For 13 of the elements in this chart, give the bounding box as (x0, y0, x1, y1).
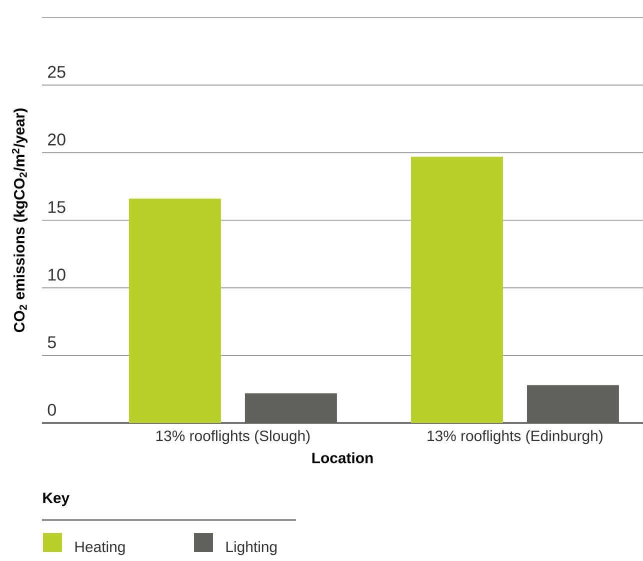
x-tick-label: 13% rooflights (Slough) (156, 430, 310, 444)
legend-label: Lighting (226, 541, 277, 556)
y-tick-label: 15 (48, 201, 66, 214)
x-tick-label: 13% rooflights (Edinburgh) (428, 430, 602, 444)
y-tick-label: 10 (48, 268, 66, 281)
y-tick-label: 20 (48, 133, 66, 146)
x-axis-title: Location (312, 452, 373, 464)
y-tick-label: 25 (48, 66, 66, 78)
legend-label: Heating (75, 541, 125, 556)
y-axis-title: CO$_{2}$ emissions (kgCO$_{2}$/m$^{2}$/year) (12, 108, 28, 332)
y-tick-label: 0 (48, 404, 56, 416)
legend-title: Key (43, 492, 70, 506)
y-tick-label: 5 (48, 336, 56, 348)
